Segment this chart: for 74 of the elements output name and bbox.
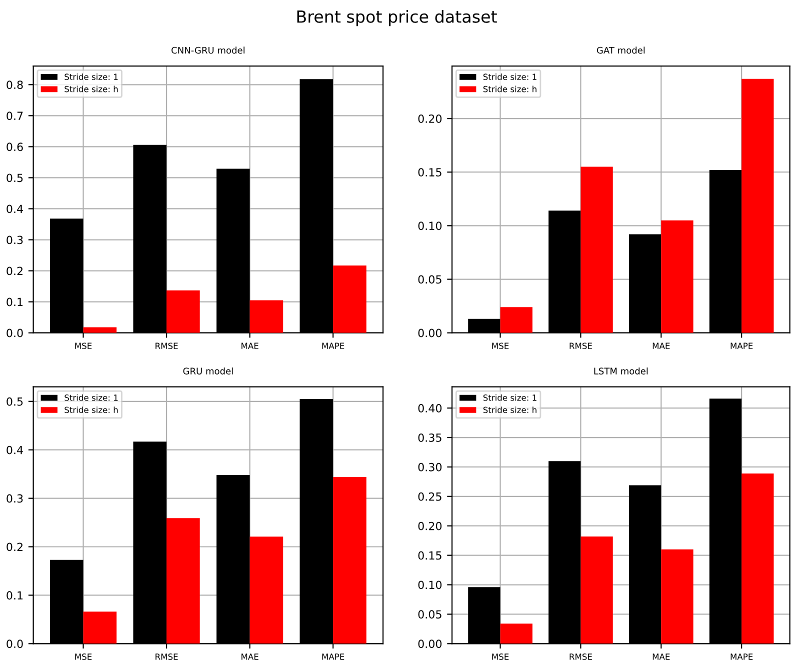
x-tick-label: MSE [75, 654, 92, 660]
y-tick-label: 0.2 [6, 266, 22, 276]
y-tick-label: 0.2 [6, 542, 22, 552]
chart-title: GRU model [183, 368, 233, 374]
x-tick-label: MAE [652, 654, 670, 660]
bar [500, 307, 532, 333]
y-tick-label: 0.15 [418, 168, 442, 176]
x-tick-label: RMSE [570, 654, 592, 660]
legend-label: Stride size: 1 [483, 394, 536, 401]
legend-label: Stride size: h [64, 406, 118, 414]
bar [166, 518, 200, 644]
y-tick-label: 0.30 [418, 462, 442, 472]
y-tick-label: 0.4 [6, 446, 23, 454]
chart-title: GAT model [596, 46, 645, 54]
y-tick-label: 0.00 [418, 328, 442, 338]
x-tick-label: MAE [242, 342, 258, 349]
y-tick-label: 0.1 [6, 591, 23, 600]
bar [250, 300, 284, 333]
legend-label: Stride size: h [483, 86, 536, 92]
y-tick-label: 0.20 [418, 522, 442, 530]
bar [250, 536, 284, 644]
x-tick-label: MAPE [730, 654, 753, 660]
y-tick-label: 0.0 [6, 640, 23, 648]
legend-label: Stride size: 1 [64, 394, 118, 401]
y-tick-label: 0.00 [418, 640, 442, 648]
y-tick-label: 0.5 [6, 174, 23, 182]
chart-title: CNN-GRU model [172, 46, 244, 54]
bar [580, 166, 613, 333]
bar [580, 536, 613, 644]
y-tick-label: 0.05 [418, 275, 442, 284]
y-tick-label: 0.10 [418, 580, 442, 590]
y-tick-label: 0.05 [418, 610, 442, 619]
y-tick-label: 0.25 [418, 492, 442, 501]
y-tick-label: 0.7 [6, 112, 23, 120]
bar [333, 476, 366, 644]
bar [333, 266, 366, 333]
bar [661, 549, 694, 644]
x-tick-label: MAPE [322, 654, 344, 660]
y-tick-label: 0.20 [418, 114, 442, 123]
y-tick-label: 0.5 [6, 397, 23, 406]
chart-title: LSTM model [594, 368, 648, 374]
bar [742, 473, 774, 644]
y-tick-label: 0.0 [6, 328, 23, 338]
y-tick-label: 0.35 [418, 433, 442, 442]
y-tick-label: 0.3 [6, 236, 23, 244]
bar [83, 612, 117, 644]
y-tick-label: 0.10 [418, 222, 442, 230]
y-tick-label: 0.6 [6, 142, 23, 152]
x-tick-label: MAE [652, 342, 670, 349]
x-tick-label: MSE [492, 654, 509, 660]
bar [661, 220, 694, 333]
text: Brent spot price dataset [297, 10, 497, 26]
x-tick-label: RMSE [570, 342, 592, 350]
y-tick-label: 0.1 [6, 298, 23, 306]
legend-label: Stride size: 1 [64, 74, 118, 80]
y-tick-label: 0.15 [418, 551, 442, 560]
y-tick-label: 0.4 [6, 204, 23, 214]
x-tick-label: MSE [492, 342, 509, 350]
x-tick-label: MSE [75, 342, 92, 350]
x-tick-label: RMSE [156, 342, 178, 350]
legend-label: Stride size: 1 [483, 74, 536, 80]
legend-label: Stride size: h [483, 406, 536, 414]
legend-label: Stride size: h [64, 86, 118, 92]
bar [742, 78, 774, 333]
bar [500, 624, 532, 644]
bar [83, 327, 117, 333]
y-tick-label: 0.3 [6, 494, 23, 503]
x-tick-label: MAPE [730, 342, 753, 349]
x-tick-label: MAE [242, 654, 258, 660]
bar [166, 290, 200, 333]
x-tick-label: MAPE [322, 342, 344, 349]
y-tick-label: 0.8 [6, 80, 23, 90]
x-tick-label: RMSE [156, 654, 178, 660]
y-tick-label: 0.40 [418, 404, 442, 412]
